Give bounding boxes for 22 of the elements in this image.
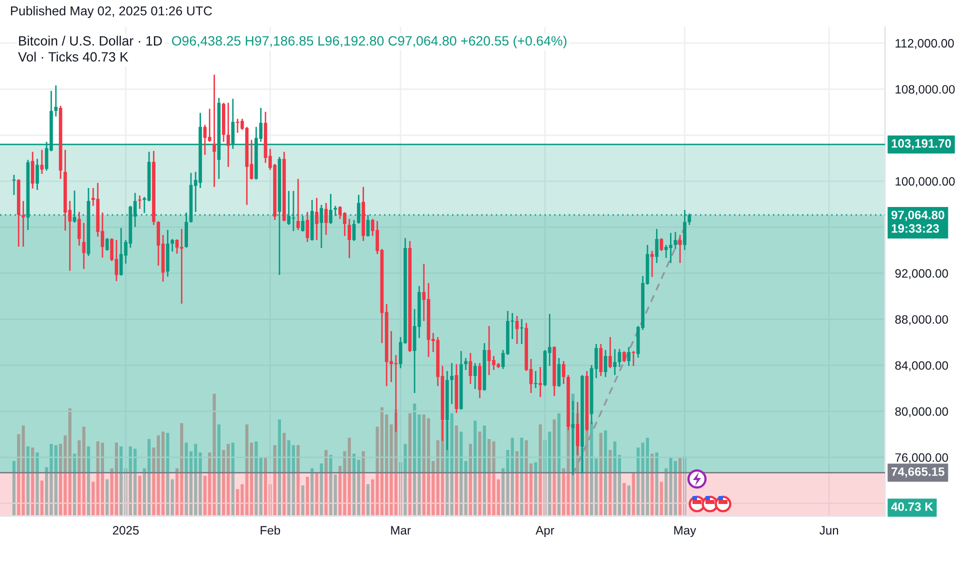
text: Bitcoin / U.S. Dollar · 1D	[19, 36, 162, 46]
y-tick-label: 112,000.00	[896, 39, 954, 50]
y-tick-label: 100,000.00	[896, 177, 955, 188]
x-tick-label: Apr	[536, 526, 554, 537]
ref-line-label: 103,191.70	[892, 139, 951, 150]
text: O96,438.25 H97,186.85 L96,192.80 C97,064.80 +620.55 (+0.64%)	[172, 36, 566, 48]
x-tick-label: 2025	[112, 526, 139, 535]
y-tick-label: 92,000.00	[895, 269, 948, 280]
text: Published May 02, 2025 01:26 UTC	[11, 6, 212, 18]
ref-line-label: 74,665.15	[892, 467, 944, 478]
y-tick-label: 76,000.00	[895, 453, 948, 464]
chart-title: Vol · Ticks 40.73 K	[18, 52, 128, 62]
x-tick-label: Feb	[260, 526, 280, 535]
y-tick-label: 84,000.00	[895, 361, 948, 372]
x-tick-label: Jun	[820, 526, 838, 535]
y-tick-label: 80,000.00	[895, 407, 948, 418]
ref-line-label: 97,064.80 19:33:23	[891, 210, 944, 233]
y-tick-label: 88,000.00	[895, 315, 948, 326]
text: 40.73 K	[891, 502, 934, 511]
y-tick-label: 108,000.00	[896, 85, 955, 96]
x-tick-label: Mar	[391, 526, 411, 535]
x-tick-label: May	[674, 526, 696, 537]
